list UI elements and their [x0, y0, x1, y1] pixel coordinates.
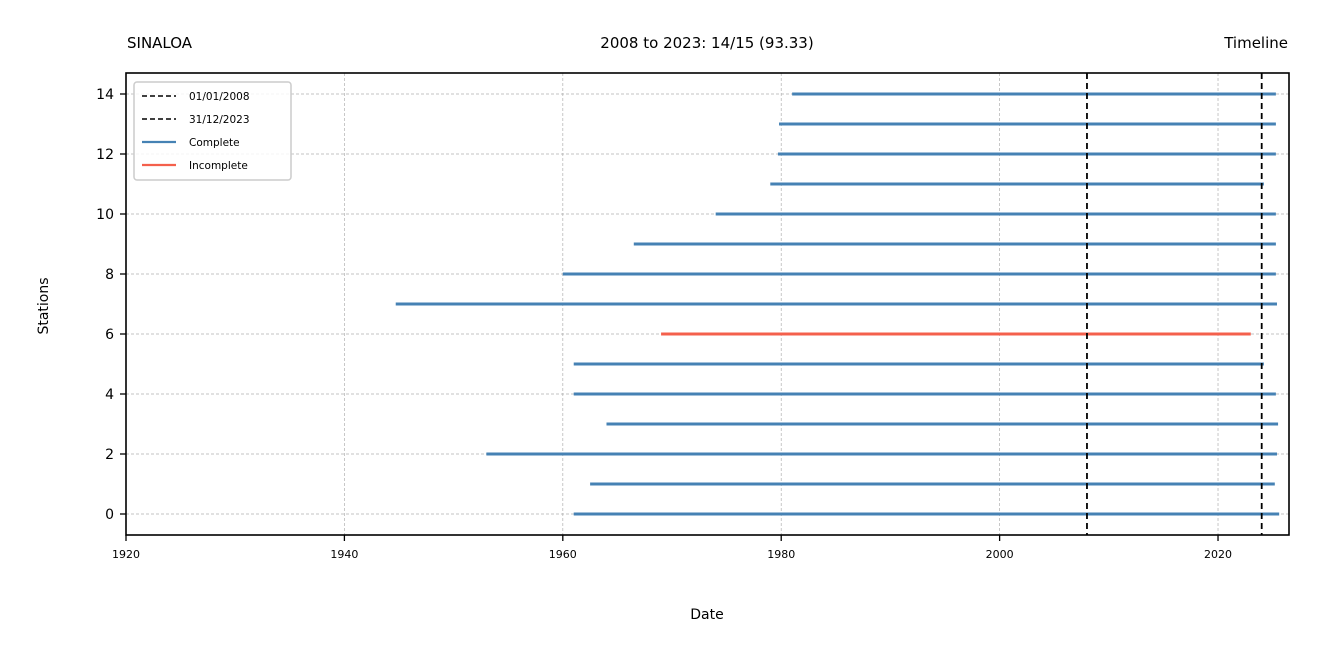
legend-label-incomplete: Incomplete — [189, 160, 248, 172]
y-tick-label-0: 0 — [105, 507, 114, 523]
x-tick-label-2000: 2000 — [986, 548, 1014, 561]
y-tick-label-14: 14 — [96, 87, 114, 103]
reference-lines — [1086, 73, 1263, 535]
x-tick-label-2020: 2020 — [1204, 548, 1232, 561]
x-tick-label-1920: 1920 — [112, 548, 140, 561]
y-tick-label-8: 8 — [105, 267, 114, 283]
legend-label-start-date: 01/01/2008 — [189, 91, 250, 103]
y-tick-label-10: 10 — [96, 207, 114, 223]
legend-label-end-date: 31/12/2023 — [189, 114, 250, 126]
station-bars — [395, 92, 1280, 516]
x-tick-label-1980: 1980 — [767, 548, 795, 561]
y-axis-label: Stations — [36, 277, 52, 334]
chart-title-right: Timeline — [1223, 34, 1288, 52]
x-tick-label-1940: 1940 — [330, 548, 358, 561]
y-tick-label-6: 6 — [105, 327, 114, 343]
plot-frame — [125, 72, 1290, 536]
chart-title-left: SINALOA — [127, 34, 193, 52]
x-tick-label-1960: 1960 — [549, 548, 577, 561]
chart-title-center: 2008 to 2023: 14/15 (93.33) — [600, 34, 813, 52]
x-axis-ticks: 1920 1940 1960 1980 2000 2020 — [112, 535, 1232, 561]
y-tick-label-4: 4 — [105, 387, 114, 403]
y-axis-ticks: 0 2 4 6 8 10 12 14 — [96, 87, 126, 523]
legend: 01/01/2008 31/12/2023 Complete Incomplet… — [133, 81, 292, 181]
legend-label-complete: Complete — [189, 137, 240, 149]
y-tick-label-12: 12 — [96, 147, 114, 163]
x-axis-label: Date — [690, 607, 723, 623]
y-tick-label-2: 2 — [105, 447, 114, 463]
legend-box — [133, 81, 292, 181]
